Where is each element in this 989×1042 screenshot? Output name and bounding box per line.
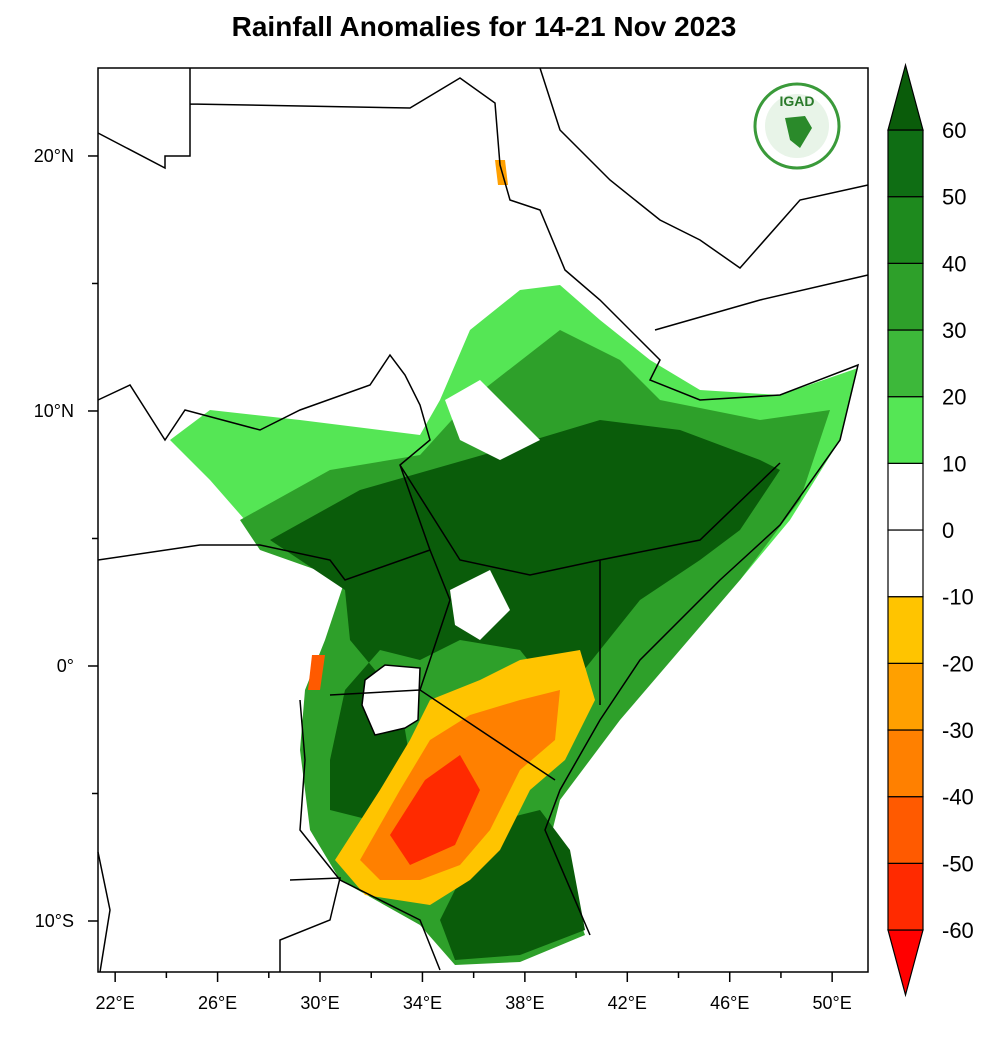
anomaly-dark-green xyxy=(440,810,585,960)
colorbar-label: -40 xyxy=(942,785,974,810)
logo: IGAD xyxy=(753,82,841,170)
colorbar-box xyxy=(887,196,924,264)
x-tick-label: 50°E xyxy=(813,993,852,1013)
colorbar-label: -10 xyxy=(942,585,974,610)
colorbar-label: -30 xyxy=(942,718,974,743)
x-tick-label: 22°E xyxy=(96,993,135,1013)
colorbar-box xyxy=(887,262,924,331)
colorbar-label: 60 xyxy=(942,118,966,143)
x-tick-label: 46°E xyxy=(710,993,749,1013)
colorbar-label: 40 xyxy=(942,251,966,276)
colorbar-box xyxy=(887,396,924,464)
logo-text: IGAD xyxy=(780,93,815,109)
map-frame xyxy=(97,67,869,973)
x-tick-label: 38°E xyxy=(505,993,544,1013)
colorbar-low-triangle xyxy=(887,929,924,998)
anomaly-neutral xyxy=(450,570,510,640)
lake-victoria xyxy=(361,664,421,736)
colorbar-box xyxy=(887,129,924,198)
y-tick-label: 10°N xyxy=(34,401,74,421)
colorbar-label: 20 xyxy=(942,385,966,410)
colorbar-box xyxy=(887,529,924,598)
anomaly-dry xyxy=(308,655,325,690)
colorbar-label: -20 xyxy=(942,651,974,676)
anomaly-neutral xyxy=(445,380,540,460)
colorbar-box xyxy=(887,729,924,798)
colorbar-high-triangle xyxy=(887,62,924,131)
colorbar-label: 50 xyxy=(942,185,966,210)
y-tick-label: 20°N xyxy=(34,146,74,166)
colorbar-label: 10 xyxy=(942,451,966,476)
anomaly-very-dry xyxy=(390,755,480,865)
x-tick-label: 42°E xyxy=(608,993,647,1013)
x-tick-label: 34°E xyxy=(403,993,442,1013)
colorbar-label: 0 xyxy=(942,518,954,543)
x-tick-label: 26°E xyxy=(198,993,237,1013)
title: Rainfall Anomalies for 14-21 Nov 2023 xyxy=(232,11,737,42)
colorbar-box xyxy=(887,462,924,531)
y-tick-label: 10°S xyxy=(35,911,74,931)
x-tick-label: 30°E xyxy=(300,993,339,1013)
boundaries xyxy=(97,67,869,973)
colorbar-label: 30 xyxy=(942,318,966,343)
y-tick-label: 0° xyxy=(57,656,74,676)
colorbar-box xyxy=(887,862,924,931)
colorbar-label: -60 xyxy=(942,918,974,943)
colorbar-label: -50 xyxy=(942,851,974,876)
colorbar-box xyxy=(887,329,924,398)
logo-map xyxy=(785,116,812,148)
colorbar-box xyxy=(887,662,924,731)
map-area xyxy=(97,67,869,973)
colorbar-box xyxy=(887,796,924,864)
axes: 22°E 26°E 30°E 34°E 38°E 42°E 46°E 50°E 20°N 10°N… xyxy=(34,146,852,1013)
colorbar: -60 -50 -40 -30 -20 -10 0 10 20 30 40 50 60 xyxy=(887,62,974,998)
colorbar-box xyxy=(887,596,924,664)
